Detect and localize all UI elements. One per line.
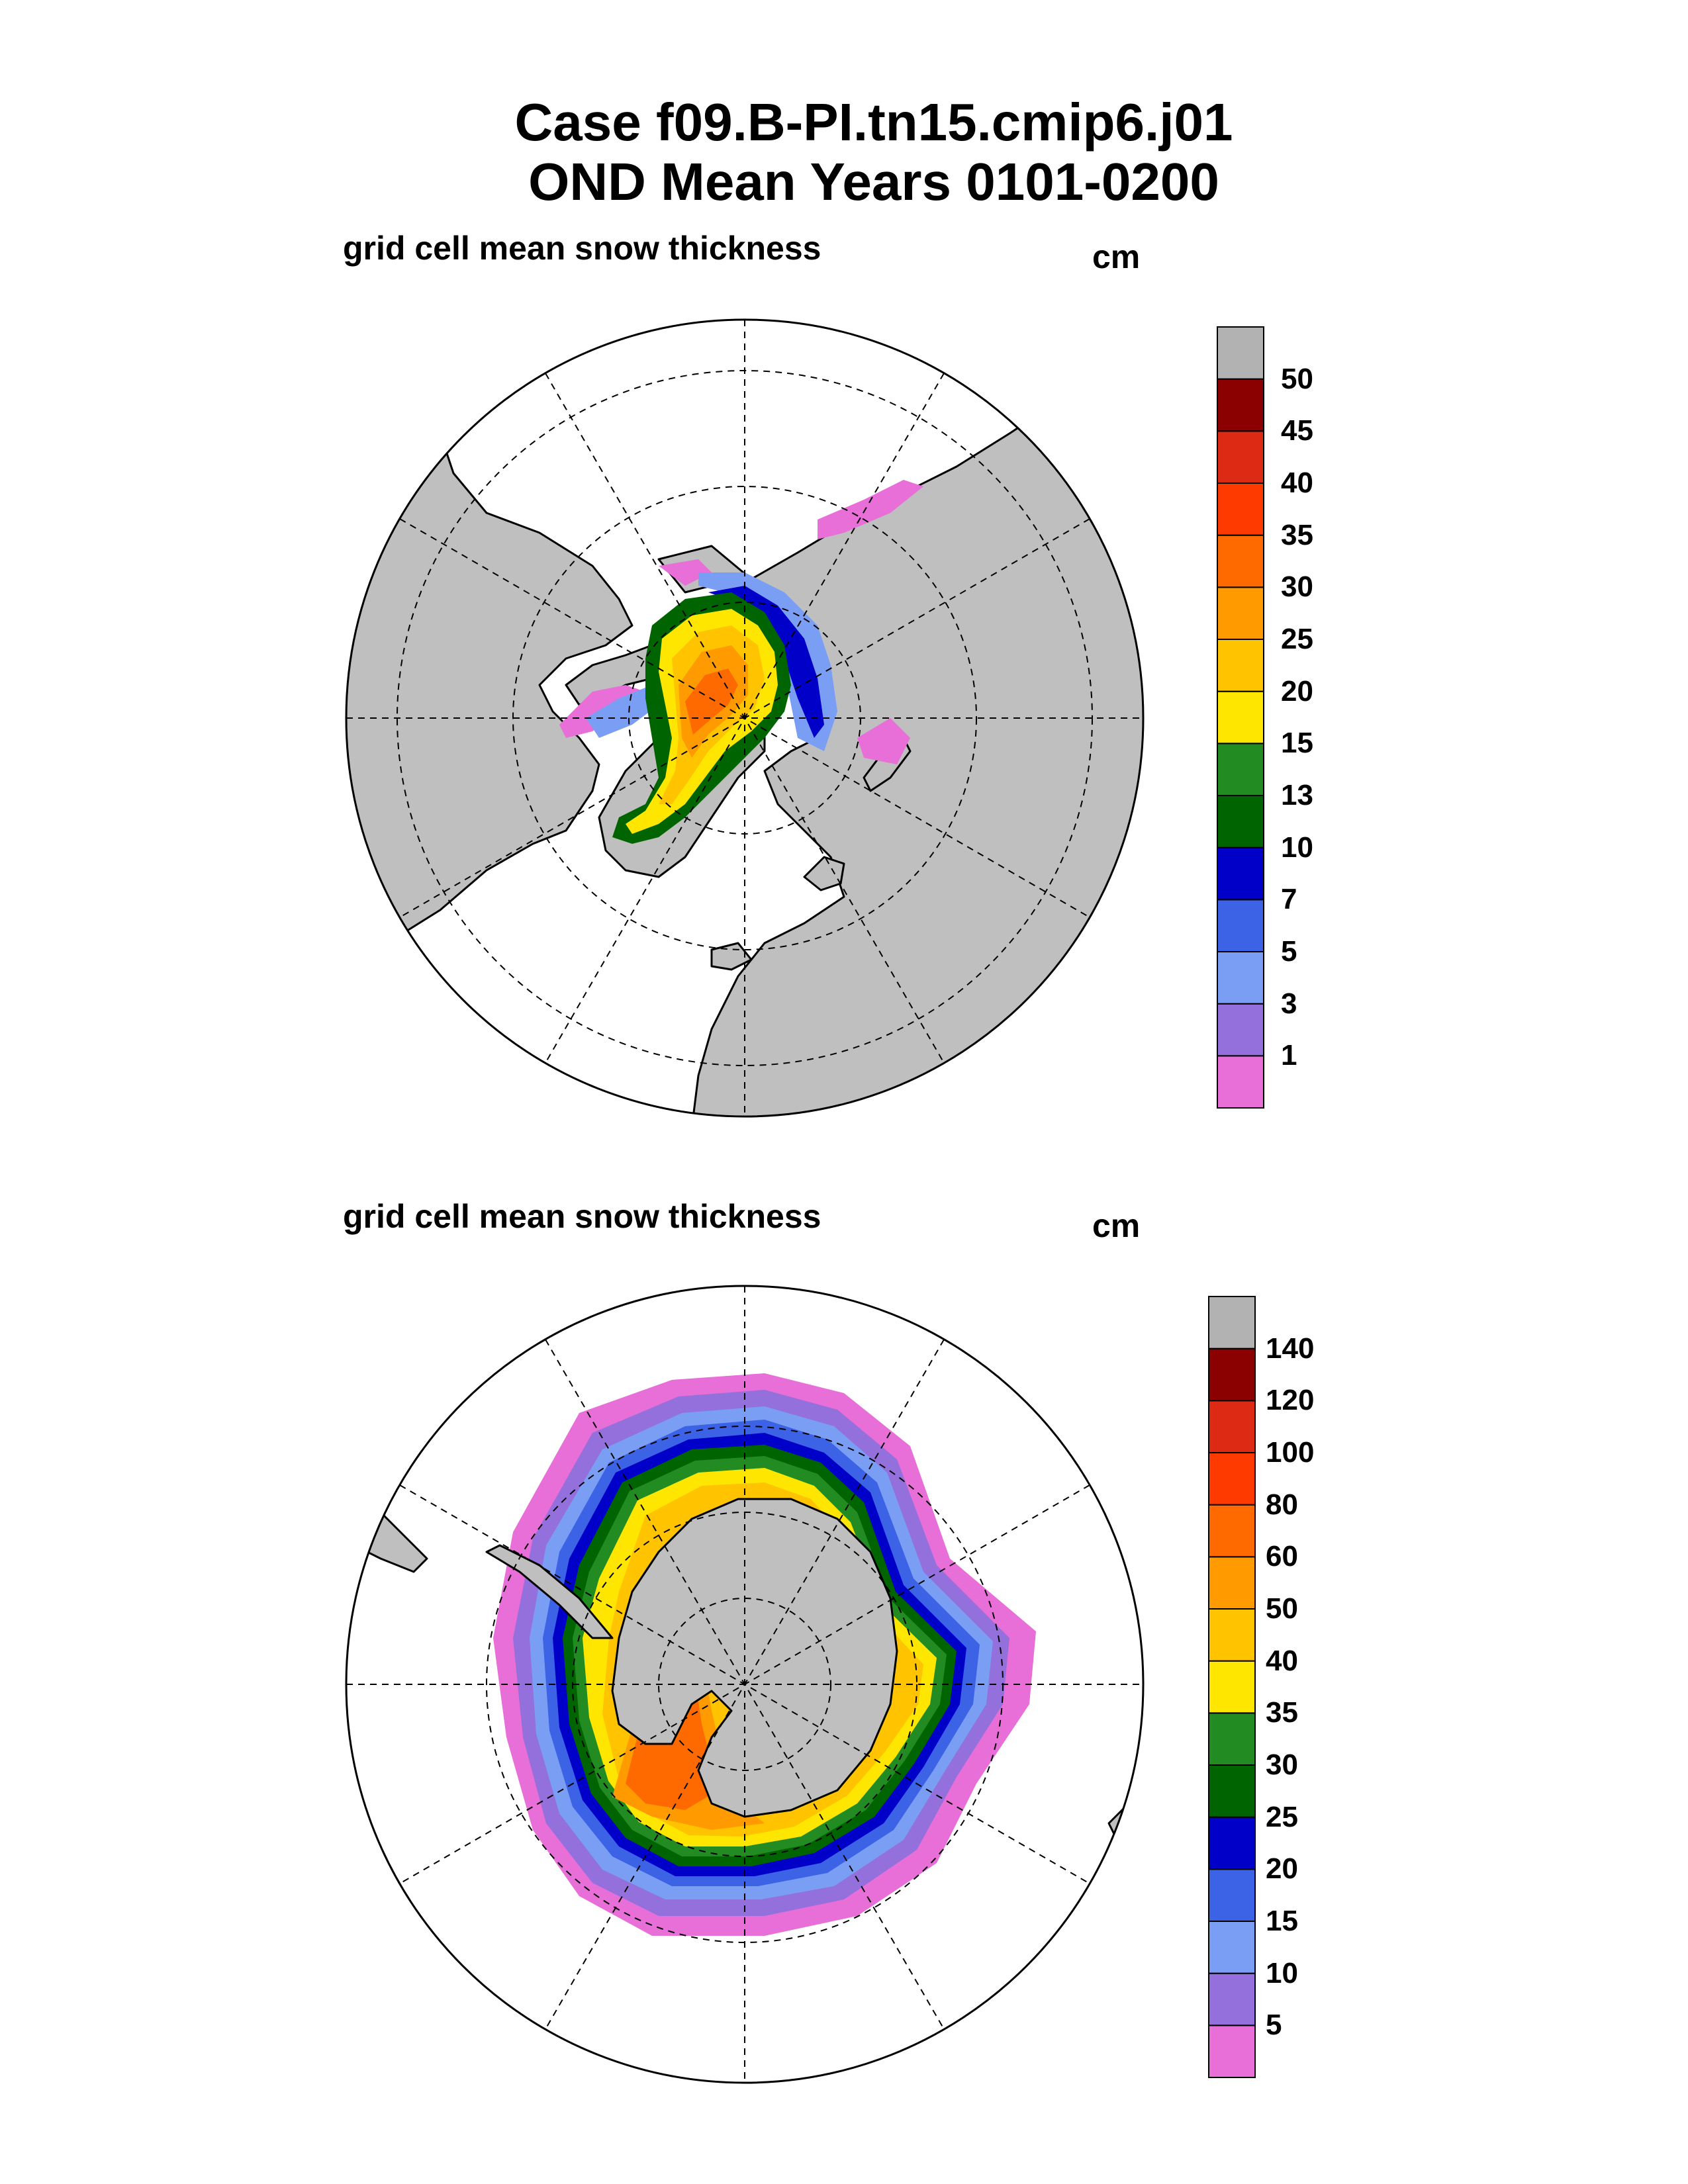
colorbar-swatch: [1217, 326, 1264, 380]
colorbar-tick-label: 3: [1281, 987, 1297, 1020]
colorbar-tick-label: 40: [1281, 467, 1313, 499]
band-1: [857, 718, 910, 764]
figure-title-line-1: Case f09.B-PI.tn15.cmip6.j01: [514, 93, 1233, 152]
colorbar-tick-label: 45: [1281, 414, 1313, 447]
colorbar-tick-label: 40: [1266, 1644, 1298, 1677]
colorbar-swatch: [1208, 1816, 1256, 1870]
colorbar-swatch: [1217, 1003, 1264, 1057]
panel-2-variable-label: grid cell mean snow thickness: [343, 1198, 821, 1235]
colorbar-swatch: [1217, 534, 1264, 588]
colorbar-swatch: [1208, 1504, 1256, 1558]
north-polar-map: [345, 318, 1145, 1118]
map-border: [345, 318, 1145, 1118]
colorbar-tick-label: 20: [1266, 1852, 1298, 1886]
colorbar-tick-label: 50: [1281, 362, 1313, 395]
colorbar-swatch: [1217, 690, 1264, 745]
colorbar-swatch: [1208, 1400, 1256, 1453]
colorbar-tick-label: 10: [1281, 831, 1313, 864]
colorbar-swatch: [1217, 899, 1264, 952]
colorbar-tick-label: 50: [1266, 1592, 1298, 1625]
colorbar-swatch: [1217, 639, 1264, 692]
colorbar-tick-label: 30: [1281, 570, 1313, 604]
colorbar-swatch: [1208, 1972, 1256, 2026]
colorbar-tick-label: 5: [1281, 935, 1297, 968]
colorbar-swatch: [1217, 1055, 1264, 1109]
colorbar-swatch: [1208, 1556, 1256, 1610]
colorbar-swatch: [1208, 1712, 1256, 1766]
colorbar-tick-label: 140: [1266, 1332, 1315, 1365]
colorbar-swatch: [1208, 1347, 1256, 1402]
landmass-svalbard: [803, 856, 845, 891]
south-polar-map: [345, 1285, 1145, 2084]
band-1: [818, 480, 923, 539]
south-colorbar: [1208, 1296, 1256, 2079]
colorbar-tick-label: 25: [1281, 623, 1313, 655]
colorbar-swatch: [1208, 1452, 1256, 1506]
colorbar-swatch: [1217, 846, 1264, 901]
colorbar-tick-label: 15: [1266, 1905, 1298, 1937]
snow-thickness-field: [559, 480, 923, 844]
colorbar-swatch: [1217, 482, 1264, 536]
colorbar-swatch: [1217, 430, 1264, 484]
colorbar-swatch: [1208, 1608, 1256, 1662]
colorbar-swatch: [1208, 1868, 1256, 1922]
colorbar-tick-label: 100: [1266, 1436, 1315, 1469]
colorbar-swatch: [1208, 1921, 1256, 1974]
colorbar-tick-label: 35: [1281, 518, 1313, 551]
colorbar-tick-label: 25: [1266, 1800, 1298, 1833]
panel-1-units-label: cm: [1092, 238, 1141, 275]
colorbar-tick-label: 10: [1266, 1956, 1298, 1989]
colorbar-tick-label: 80: [1266, 1488, 1298, 1521]
colorbar-tick-label: 30: [1266, 1749, 1298, 1781]
figure-title-line-2: OND Mean Years 0101-0200: [528, 152, 1219, 211]
colorbar-swatch: [1217, 378, 1264, 432]
map-border: [345, 1285, 1145, 2084]
colorbar-tick-label: 20: [1281, 674, 1313, 707]
colorbar-tick-label: 35: [1266, 1696, 1298, 1729]
colorbar-swatch: [1208, 2025, 1256, 2079]
colorbar-swatch: [1208, 1660, 1256, 1714]
colorbar-tick-label: 7: [1281, 883, 1297, 916]
colorbar-swatch: [1208, 1296, 1256, 1349]
colorbar-swatch: [1217, 743, 1264, 796]
colorbar-tick-label: 60: [1266, 1540, 1298, 1573]
colorbar-tick-label: 15: [1281, 727, 1313, 760]
colorbar-swatch: [1208, 1764, 1256, 1818]
graticule: [346, 320, 1143, 1116]
north-colorbar: [1217, 326, 1264, 1109]
landmass-antarctic-peninsula: [485, 1544, 614, 1639]
panel-2-units-label: cm: [1092, 1207, 1141, 1244]
colorbar-swatch: [1217, 795, 1264, 848]
band-3: [586, 685, 659, 738]
landmass-iceland: [710, 942, 753, 971]
colorbar-swatch: [1217, 951, 1264, 1005]
colorbar-swatch: [1217, 586, 1264, 641]
graticule: [346, 1286, 1143, 2083]
colorbar-tick-label: 1: [1281, 1039, 1297, 1072]
colorbar-tick-label: 13: [1281, 779, 1313, 811]
colorbar-tick-label: 120: [1266, 1384, 1315, 1417]
colorbar-tick-label: 5: [1266, 2009, 1282, 2042]
panel-1-variable-label: grid cell mean snow thickness: [343, 230, 821, 267]
